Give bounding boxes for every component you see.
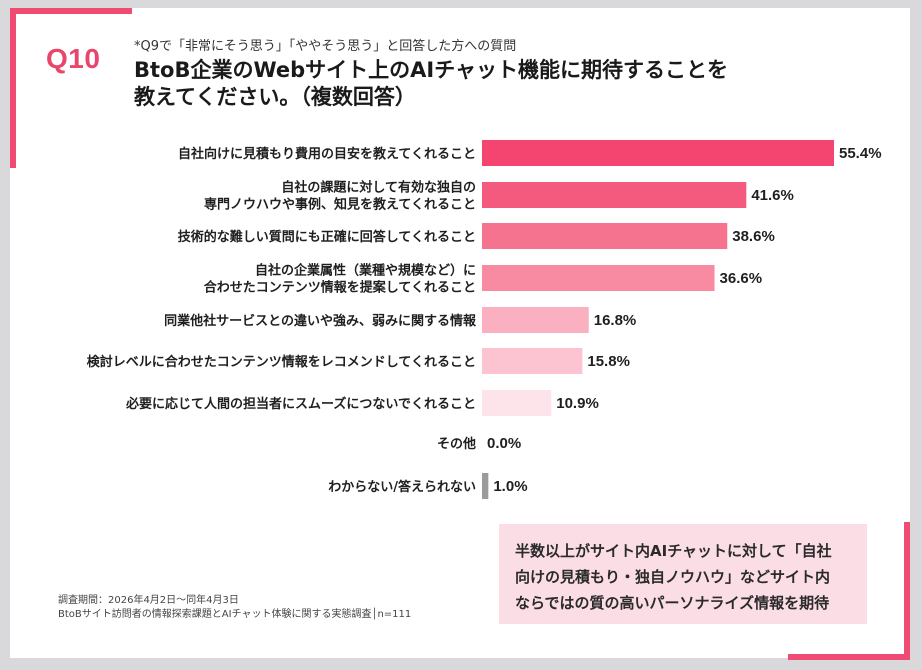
value-label: 0.0%: [487, 435, 521, 452]
corner-accent-bottom-right: [788, 654, 910, 660]
corner-accent-top-left: [10, 8, 132, 14]
bar: [482, 307, 589, 333]
chart-title: BtoB企業のWebサイト上のAIチャット機能に期待することを 教えてください。…: [134, 57, 814, 111]
corner-accent-right: [904, 522, 910, 660]
value-label: 16.8%: [594, 312, 637, 329]
bar: [482, 140, 834, 166]
question-label: Q10: [46, 43, 101, 74]
value-label: 15.8%: [587, 353, 630, 370]
category-label: 合わせたコンテンツ情報を提案してくれること: [204, 280, 476, 296]
bar: [482, 390, 552, 416]
category-label: 必要に応じて人間の担当者にスムーズにつないでくれること: [125, 396, 476, 412]
value-label: 10.9%: [556, 395, 599, 412]
bar: [482, 265, 715, 291]
survey-source: BtoBサイト訪問者の情報探索課題とAIチャット体験に関する実態調査│n=111: [58, 609, 412, 620]
summary-callout: 半数以上がサイト内AIチャットに対して「自社 向けの見積もり・独自ノウハウ」など…: [499, 524, 867, 624]
value-label: 38.6%: [732, 228, 775, 245]
category-label: 自社の企業属性（業種や規模など）に: [255, 263, 476, 279]
value-label: 36.6%: [720, 270, 763, 287]
callout-line: 半数以上がサイト内AIチャットに対して「自社: [515, 542, 832, 560]
category-label: その他: [437, 436, 476, 452]
category-label: 同業他社サービスとの違いや強み、弱みに関する情報: [164, 313, 477, 329]
chart-title-line: BtoB企業のWebサイト上のAIチャット機能に期待することを: [134, 58, 729, 82]
bar: [482, 348, 583, 374]
category-label: 自社向けに見積もり費用の目安を教えてくれること: [178, 146, 476, 162]
bar: [482, 182, 747, 208]
category-label: 検討レベルに合わせたコンテンツ情報をレコメンドしてくれること: [87, 354, 476, 370]
category-label: 専門ノウハウや事例、知見を教えてくれること: [204, 197, 476, 213]
bar: [482, 473, 489, 499]
callout-line: 向けの見積もり・独自ノウハウ」などサイト内: [515, 568, 831, 586]
corner-accent-left: [10, 8, 16, 168]
survey-period: 調査期間：2026年4月2日〜同年4月3日: [58, 595, 239, 606]
chart-title-line: 教えてください。（複数回答）: [134, 85, 416, 109]
value-label: 1.0%: [493, 478, 527, 495]
category-label: わからない/答えられない: [328, 479, 476, 495]
question-note: *Q9で「非常にそう思う」「ややそう思う」と回答した方への質問: [134, 39, 517, 54]
callout-line: ならではの質の高いパーソナライズ情報を期待: [515, 594, 830, 612]
value-label: 41.6%: [751, 187, 794, 204]
survey-footer: 調査期間：2026年4月2日〜同年4月3日 BtoBサイト訪問者の情報探索課題と…: [58, 594, 411, 622]
bar: [482, 223, 728, 249]
category-label: 技術的な難しい質問にも正確に回答してくれること: [178, 229, 476, 245]
value-label: 55.4%: [839, 145, 882, 162]
category-label: 自社の課題に対して有効な独自の: [281, 180, 476, 196]
